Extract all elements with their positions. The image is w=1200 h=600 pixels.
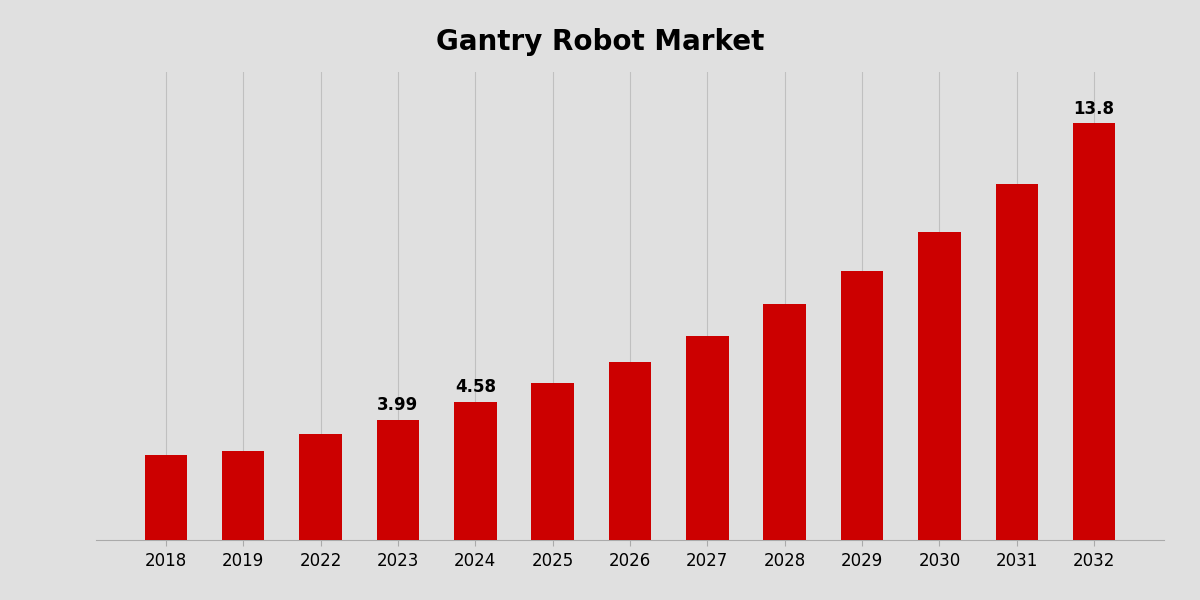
Bar [608,362,652,540]
Bar [996,184,1038,540]
Bar [763,304,806,540]
Text: 3.99: 3.99 [377,396,419,414]
Bar [144,455,187,540]
Bar [841,271,883,540]
Bar [532,383,574,540]
Bar [299,434,342,540]
Text: 13.8: 13.8 [1074,100,1115,118]
Bar [918,232,961,540]
Bar [222,451,264,540]
Text: 4.58: 4.58 [455,378,496,396]
Bar [454,402,497,540]
Bar [1073,124,1116,540]
Bar [377,419,419,540]
Bar [686,336,728,540]
Text: Gantry Robot Market: Gantry Robot Market [436,28,764,56]
